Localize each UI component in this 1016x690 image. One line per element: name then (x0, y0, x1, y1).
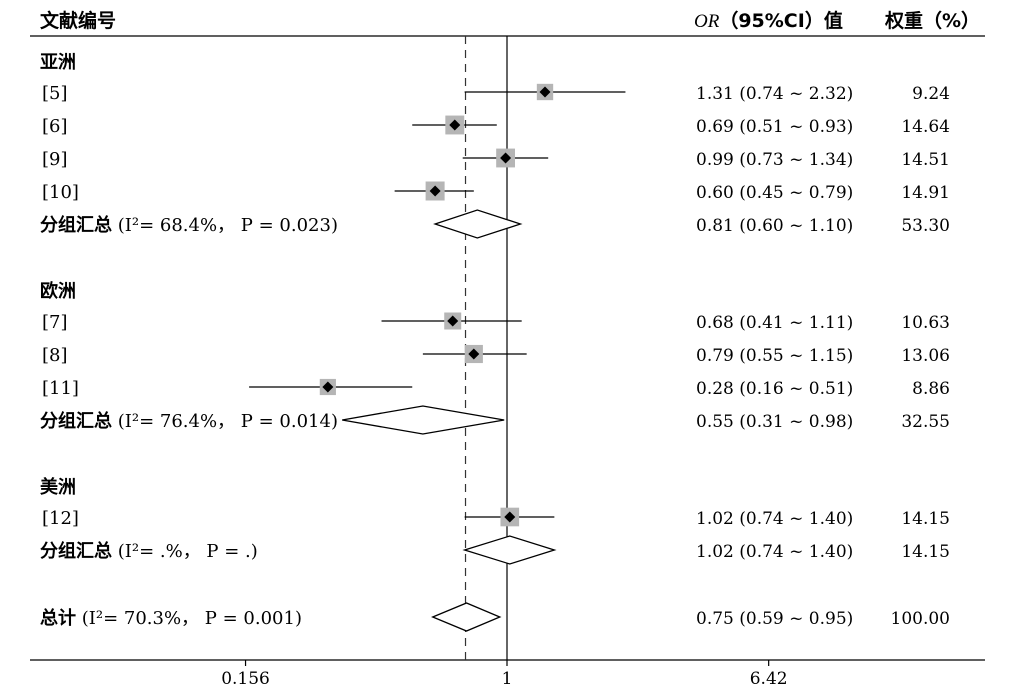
weight-value: 32.55 (901, 412, 950, 432)
weight-value: 14.91 (901, 183, 950, 203)
study-label: [5] (42, 83, 68, 104)
or-ci-value: 0.75 (0.59 ~ 0.95) (696, 609, 853, 629)
or-ci-value: 0.68 (0.41 ~ 1.11) (696, 313, 853, 333)
or-ci-value: 1.02 (0.74 ~ 1.40) (696, 542, 853, 562)
point-estimate-marker (504, 511, 516, 523)
weight-value: 14.51 (901, 150, 950, 170)
group-label: 欧洲 (40, 280, 76, 302)
study-label: [12] (42, 508, 79, 529)
or-column-header: OR（95%CI）值 (694, 9, 843, 32)
study-label: [11] (42, 378, 79, 399)
study-label: [9] (42, 149, 68, 170)
point-estimate-marker (539, 86, 551, 98)
weight-value: 14.15 (901, 509, 950, 529)
x-axis-ticks: 0.156 1 6.42 (221, 660, 788, 689)
study-column-header: 文献编号 (40, 9, 116, 32)
weight-value: 14.64 (901, 117, 950, 137)
weight-value: 53.30 (901, 216, 950, 236)
weight-value: 9.24 (912, 84, 950, 104)
weight-column-header: 权重（%） (884, 9, 980, 32)
summary-label-bold: 总计 (40, 607, 76, 629)
summary-diamond (462, 535, 557, 565)
or-ci-value: 1.31 (0.74 ~ 2.32) (696, 84, 853, 104)
summary-label-bold: 分组汇总 (40, 540, 112, 562)
group-label: 美洲 (40, 476, 76, 498)
heterogeneity-stat: (I²= 68.4%， P = 0.023) (112, 215, 338, 236)
weight-value: 8.86 (912, 379, 950, 399)
subgroup-label: 分组汇总 (I²= .%， P = .) (40, 540, 258, 562)
summary-diamond (431, 602, 502, 632)
summary-label-bold: 分组汇总 (40, 410, 112, 432)
subgroup-label: 分组汇总 (I²= 68.4%， P = 0.023) (40, 214, 338, 236)
study-label: [8] (42, 345, 68, 366)
group-label: 亚洲 (40, 52, 76, 73)
or-ci-value: 0.60 (0.45 ~ 0.79) (696, 183, 853, 203)
point-estimate-marker (322, 381, 334, 393)
study-label: [7] (42, 312, 68, 333)
point-estimate-marker (500, 152, 512, 164)
forest-rows: 亚洲 [5] 1.31 (0.74 ~ 2.32) 9.24 [6] 0.69 (0.51… (40, 52, 950, 632)
or-ci-value: 0.99 (0.73 ~ 1.34) (696, 150, 853, 170)
weight-value: 10.63 (901, 313, 950, 333)
or-ci-value: 1.02 (0.74 ~ 1.40) (696, 509, 853, 529)
point-estimate-marker (447, 315, 459, 327)
subgroup-label: 分组汇总 (I²= 76.4%， P = 0.014) (40, 410, 338, 432)
or-ci-value: 0.28 (0.16 ~ 0.51) (696, 379, 853, 399)
x-tick-label: 6.42 (750, 669, 788, 689)
weight-value: 100.00 (891, 609, 950, 629)
weight-value: 13.06 (901, 346, 950, 366)
x-tick-label: 1 (502, 669, 513, 689)
total-label: 总计 (I²= 70.3%， P = 0.001) (40, 607, 302, 629)
or-ci-value: 0.69 (0.51 ~ 0.93) (696, 117, 853, 137)
study-label: [10] (42, 182, 79, 203)
summary-diamond (433, 209, 523, 239)
x-tick-label: 0.156 (221, 669, 270, 689)
or-ci-value: 0.81 (0.60 ~ 1.10) (696, 216, 853, 236)
or-ci-value: 0.55 (0.31 ~ 0.98) (696, 412, 853, 432)
or-header-rest: （95%CI）值 (719, 9, 843, 32)
study-label: [6] (42, 116, 68, 137)
heterogeneity-stat: (I²= 70.3%， P = 0.001) (76, 608, 302, 629)
heterogeneity-stat: (I²= 76.4%， P = 0.014) (112, 411, 338, 432)
point-estimate-marker (449, 119, 461, 131)
point-estimate-marker (429, 185, 441, 197)
point-estimate-marker (468, 348, 480, 360)
heterogeneity-stat: (I²= .%， P = .) (112, 541, 258, 562)
summary-diamond (342, 405, 505, 435)
summary-label-bold: 分组汇总 (40, 214, 112, 236)
weight-value: 14.15 (901, 542, 950, 562)
or-header-italic: OR (694, 11, 720, 32)
or-ci-value: 0.79 (0.55 ~ 1.15) (696, 346, 853, 366)
